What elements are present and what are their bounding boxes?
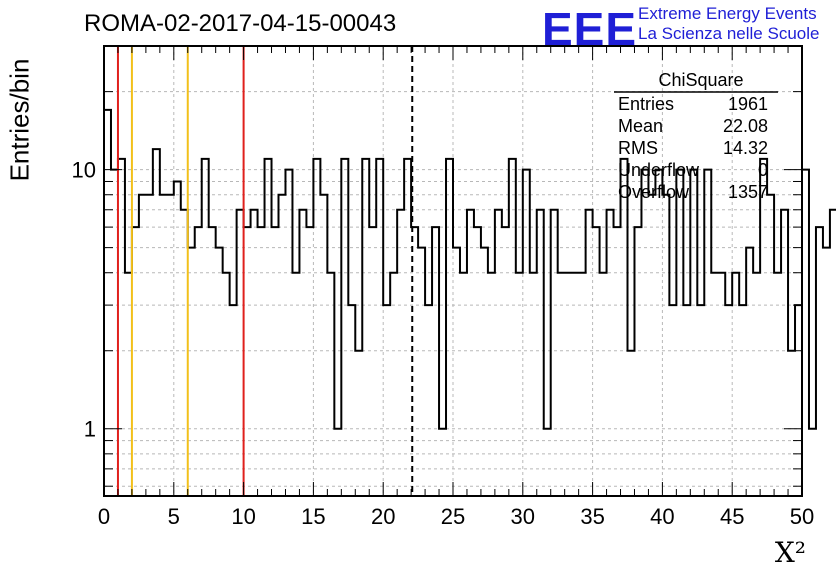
histogram-outline bbox=[104, 108, 836, 430]
x-tick-label: 40 bbox=[650, 504, 674, 529]
x-tick-label: 45 bbox=[720, 504, 744, 529]
x-axis-label: X² bbox=[774, 536, 806, 569]
stats-row-label: Mean bbox=[618, 116, 663, 136]
x-tick-label: 25 bbox=[441, 504, 465, 529]
logo-line-la-scienza: La Scienza nelle Scuole bbox=[638, 24, 820, 43]
stats-row-label: RMS bbox=[618, 138, 658, 158]
stats-row-value: 0 bbox=[758, 160, 768, 180]
x-tick-label: 50 bbox=[790, 504, 814, 529]
logo-line-extreme-energy-events: Extreme Energy Events bbox=[638, 4, 817, 23]
x-tick-label: 20 bbox=[371, 504, 395, 529]
stats-row-value: 1357 bbox=[728, 182, 768, 202]
stats-row-value: 1961 bbox=[728, 94, 768, 114]
stats-row-label: Underflow bbox=[618, 160, 700, 180]
stats-title: ChiSquare bbox=[658, 70, 743, 90]
y-tick-label: 10 bbox=[72, 158, 96, 183]
chart-title: ROMA-02-2017-04-15-00043 bbox=[84, 10, 397, 37]
stats-row-label: Overflow bbox=[618, 182, 690, 202]
x-tick-label: 10 bbox=[231, 504, 255, 529]
stats-row-value: 22.08 bbox=[723, 116, 768, 136]
x-tick-label: 15 bbox=[301, 504, 325, 529]
stats-row-label: Entries bbox=[618, 94, 674, 114]
x-tick-label: 5 bbox=[168, 504, 180, 529]
x-tick-label: 30 bbox=[511, 504, 535, 529]
x-tick-label: 0 bbox=[98, 504, 110, 529]
stats-row-value: 14.32 bbox=[723, 138, 768, 158]
x-tick-label: 35 bbox=[580, 504, 604, 529]
y-tick-label: 1 bbox=[84, 417, 96, 442]
